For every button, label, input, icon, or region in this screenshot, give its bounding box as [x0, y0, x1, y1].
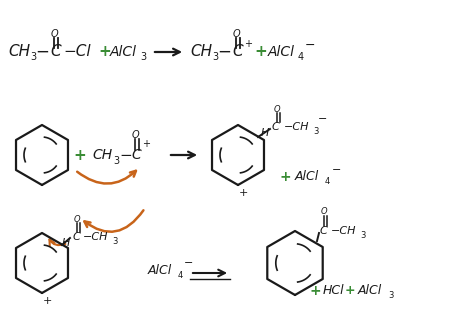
Text: −: − — [184, 258, 193, 268]
Text: 3: 3 — [388, 291, 393, 300]
Text: −CH: −CH — [331, 226, 356, 236]
Text: −: − — [332, 165, 341, 175]
Text: −: − — [305, 38, 316, 52]
Text: 3: 3 — [360, 232, 365, 240]
Text: +: + — [345, 285, 356, 297]
Text: C: C — [272, 122, 280, 132]
Text: CH: CH — [8, 44, 30, 59]
Text: +: + — [280, 170, 292, 184]
Text: +: + — [244, 39, 252, 49]
Text: AlCl: AlCl — [148, 264, 172, 278]
Text: C: C — [73, 232, 81, 242]
Text: C: C — [232, 44, 243, 59]
Text: −: − — [318, 114, 328, 124]
Text: +: + — [254, 44, 267, 59]
Text: 4: 4 — [325, 177, 330, 187]
Text: AlCl: AlCl — [358, 285, 382, 297]
Text: −Cl: −Cl — [63, 44, 91, 59]
FancyArrowPatch shape — [49, 239, 65, 246]
Text: −CH: −CH — [83, 232, 109, 242]
Text: −: − — [119, 147, 132, 162]
Text: 3: 3 — [313, 127, 319, 136]
Text: +: + — [42, 296, 52, 306]
Text: +: + — [73, 147, 86, 162]
FancyArrowPatch shape — [84, 210, 144, 232]
Text: +: + — [142, 139, 150, 149]
Text: −CH: −CH — [284, 122, 310, 132]
Text: HCl: HCl — [323, 285, 345, 297]
Text: CH: CH — [190, 44, 212, 59]
Text: +: + — [238, 188, 248, 198]
Text: H: H — [261, 128, 269, 138]
Text: 3: 3 — [140, 52, 146, 62]
Text: O: O — [274, 105, 281, 114]
Text: O: O — [74, 214, 81, 223]
Text: C: C — [320, 226, 328, 236]
Text: H: H — [62, 238, 70, 248]
Text: C: C — [50, 44, 61, 59]
Text: 3: 3 — [112, 238, 118, 247]
Text: 4: 4 — [298, 52, 304, 62]
Text: O: O — [321, 208, 328, 217]
Text: AlCl: AlCl — [295, 171, 319, 183]
Text: AlCl: AlCl — [110, 45, 137, 59]
Text: −: − — [217, 43, 231, 61]
Text: O: O — [233, 29, 241, 39]
Text: −: − — [35, 43, 49, 61]
Text: 3: 3 — [212, 52, 218, 62]
Text: AlCl: AlCl — [268, 45, 295, 59]
Text: O: O — [132, 130, 140, 140]
Text: 3: 3 — [30, 52, 36, 62]
Text: O: O — [51, 29, 59, 39]
Text: +: + — [310, 284, 322, 298]
FancyArrowPatch shape — [77, 171, 136, 184]
Text: CH: CH — [92, 148, 112, 162]
Text: +: + — [98, 44, 111, 59]
Text: 4: 4 — [178, 271, 183, 280]
Text: 3: 3 — [113, 156, 119, 166]
Text: C: C — [131, 148, 141, 162]
